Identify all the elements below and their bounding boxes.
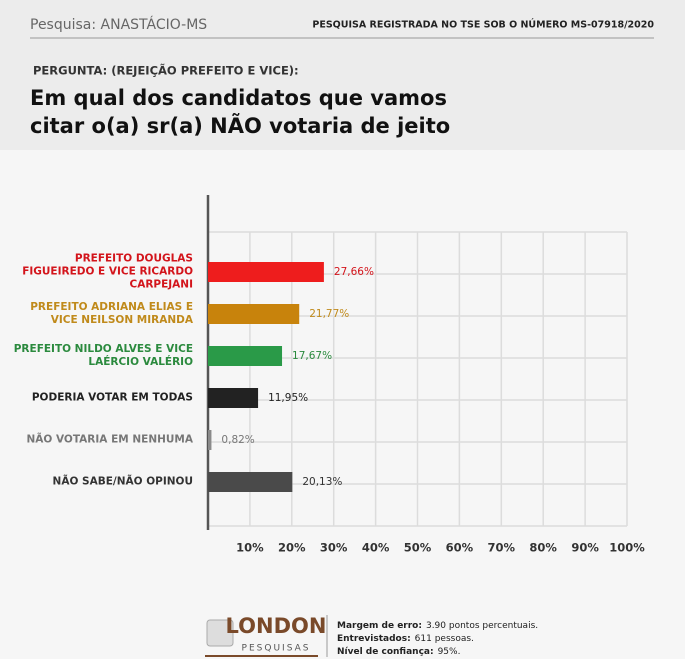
footer-note: Margem de erro: 3.90 pontos percentuais. [337,621,538,631]
x-tick-label: 50% [404,541,432,555]
footer-note: Nível de confiança: 95%. [337,647,460,657]
question-box: Em qual dos candidatos que vamos citar o… [30,86,451,144]
footer-note-text: 611 pessoas. [415,634,474,644]
bar [208,430,212,450]
registration: PESQUISA REGISTRADA NO TSE SOB O NÚMERO … [312,19,654,31]
header-bg [0,0,685,150]
logo-icon [206,619,234,647]
bar [208,346,283,366]
bar [208,304,300,324]
category-label: PREFEITO NILDO ALVES E VICE LAÉRCIO VALÉ… [13,343,193,368]
x-tick-label: 60% [446,541,474,555]
x-tick-label: 10% [236,541,264,555]
value-label: 17,67% [292,350,332,362]
bar [208,388,259,408]
bar [208,472,293,492]
value-label: 11,95% [268,392,308,404]
brand: LONDON [226,614,327,638]
category-label: PREFEITO ADRIANA ELIAS E VICE NEILSON MI… [30,301,193,326]
category-label: NÃO VOTARIA EM NENHUMA [26,433,193,446]
footer-note-text: 95%. [438,647,461,657]
brand-sub: PESQUISAS [242,644,311,654]
x-tick-label: 40% [362,541,390,555]
x-tick-label: 20% [278,541,306,555]
value-label: 27,66% [334,266,374,278]
value-label: 0,82% [221,434,254,446]
footer-note-label: Nível de confiança: [337,647,434,657]
category-label: PODERIA VOTAR EM TODAS [31,391,193,404]
x-tick-label: 30% [320,541,348,555]
question-label: PERGUNTA: (REJEIÇÃO PREFEITO E VICE): [33,63,299,78]
bar [208,262,324,282]
x-tick-label: 70% [488,541,516,555]
value-label: 20,13% [302,476,342,488]
footer-note: Entrevistados: 611 pessoas. [337,634,474,644]
question: Em qual dos candidatos que vamos citar o… [30,86,451,144]
value-label: 21,77% [309,308,349,320]
category-label: NÃO SABE/NÃO OPINOU [52,475,193,488]
x-tick-label: 100% [609,541,645,555]
category-label: PREFEITO DOUGLAS FIGUEIREDO E VICE RICAR… [22,252,193,291]
footer-note-label: Entrevistados: [337,634,411,644]
survey: Pesquisa: ANASTÁCIO-MS [30,16,207,33]
footer-note-label: Margem de erro: [337,621,422,631]
footer-note-text: 3.90 pontos percentuais. [426,621,538,631]
footer: LONDON PESQUISAS Margem de erro: 3.90 pon… [205,614,538,657]
x-tick-label: 90% [571,541,599,555]
x-tick-label: 80% [529,541,557,555]
